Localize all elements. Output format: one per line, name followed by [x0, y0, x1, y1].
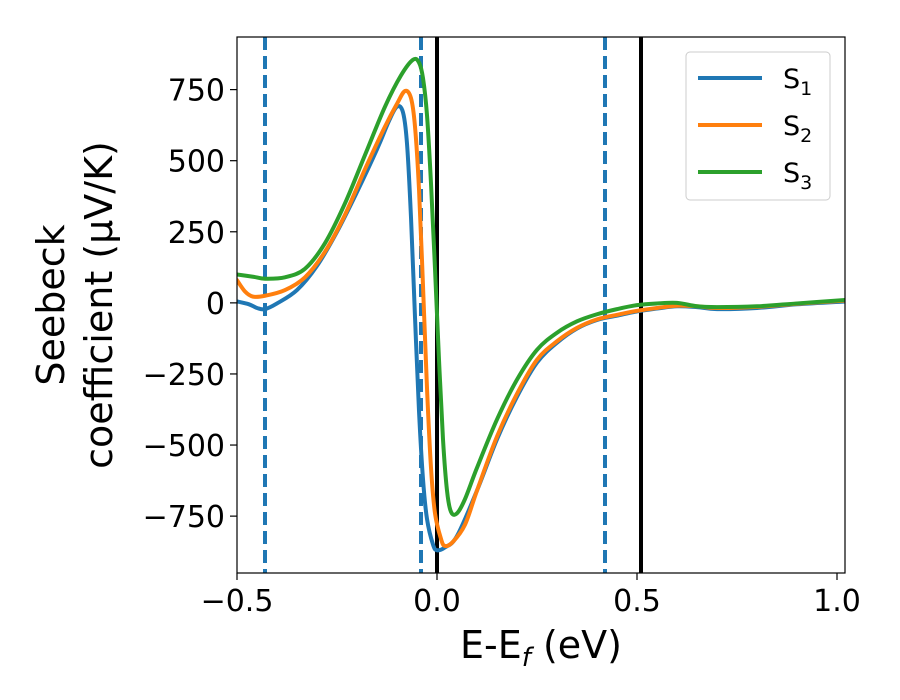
- y-axis-ticks: 750 500 250 0 −250 −500 −750: [143, 74, 237, 535]
- x-axis-label-main: E-E: [460, 623, 522, 667]
- x-tick-label: 1.0: [813, 584, 861, 619]
- x-tick-label: 0.5: [613, 584, 661, 619]
- x-axis-ticks: −0.5 0.0 0.5 1.0: [201, 573, 861, 619]
- legend-label-1: S1: [783, 64, 812, 100]
- y-tick-label: 500: [168, 145, 225, 180]
- y-axis-label-line1: Seebeck: [29, 224, 73, 385]
- y-tick-label: −750: [143, 500, 225, 535]
- series-line-2: [237, 88, 845, 549]
- plot-frame: [236, 36, 846, 574]
- x-axis-label-unit: (eV): [531, 623, 622, 667]
- y-axis-label-line2: coefficient (μV/K): [77, 141, 121, 469]
- series-line-3: [237, 56, 845, 517]
- y-tick-label: 750: [168, 74, 225, 109]
- y-tick-label: 0: [206, 287, 225, 322]
- series-lines: [237, 56, 845, 553]
- x-axis-label: E-Ef (eV): [460, 623, 622, 673]
- x-tick-label: −0.5: [201, 584, 274, 619]
- y-tick-label: 250: [168, 216, 225, 251]
- y-tick-label: −250: [143, 358, 225, 393]
- x-tick-label: 0.0: [413, 584, 461, 619]
- legend-label-3: S3: [783, 158, 812, 194]
- reference-lines: [263, 37, 643, 573]
- legend-label-2: S2: [783, 111, 812, 147]
- y-tick-label: −500: [143, 429, 225, 464]
- legend: S1 S2 S3: [685, 51, 831, 201]
